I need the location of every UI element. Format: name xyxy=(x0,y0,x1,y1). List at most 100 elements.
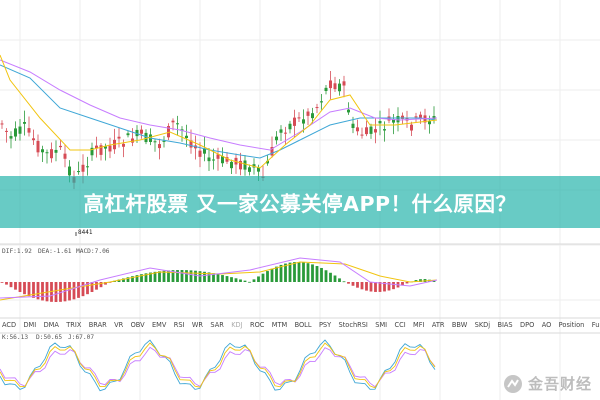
candle xyxy=(275,131,278,145)
macd-bar xyxy=(95,282,98,290)
candle xyxy=(383,121,386,142)
candle xyxy=(167,123,170,140)
watermark-text: 金吾财经 xyxy=(527,375,592,393)
indicator-tab-trix[interactable]: TRIX xyxy=(65,321,82,329)
moving-average-lines xyxy=(0,54,438,169)
macd-bar xyxy=(329,272,332,282)
indicator-tab-dma[interactable]: DMA xyxy=(44,321,60,329)
macd-bar xyxy=(135,275,139,282)
candle xyxy=(338,79,341,96)
brand-logo-icon xyxy=(503,374,522,393)
macd-bar xyxy=(0,282,4,283)
macd-bar xyxy=(144,273,148,282)
candle xyxy=(90,142,94,161)
macd-bar xyxy=(23,282,26,295)
candle xyxy=(342,75,346,98)
indicator-tab-stochrsi[interactable]: StochRSI xyxy=(339,321,368,329)
macd-bar xyxy=(32,282,35,298)
candle xyxy=(158,138,161,160)
macd-bar xyxy=(360,282,364,290)
banner-title: 高杠杆股票 又一家公募关停APP！什么原因？ xyxy=(83,192,517,216)
macd-bar xyxy=(140,274,143,282)
indicator-tab-emv[interactable]: EMV xyxy=(152,321,167,329)
candle xyxy=(243,155,247,176)
candle xyxy=(77,161,80,175)
macd-bar xyxy=(351,282,355,286)
candle xyxy=(293,109,296,138)
macd-bar xyxy=(338,278,341,282)
indicator-tab-wr[interactable]: WR xyxy=(192,321,204,329)
candle xyxy=(63,144,67,168)
kdj-lines xyxy=(0,339,436,392)
indicator-tab-kdj[interactable]: KDJ xyxy=(231,321,242,329)
indicator-tab-position[interactable]: Position xyxy=(559,321,585,329)
macd-bar xyxy=(149,272,152,282)
candle xyxy=(45,149,49,164)
candle xyxy=(221,147,224,167)
indicator-tab-boll[interactable]: BOLL xyxy=(295,321,312,329)
candle xyxy=(392,114,395,135)
kdj-readout-d: D:50.65 xyxy=(36,334,62,341)
title-banner: 高杠杆股票 又一家公募关停APP！什么原因？ xyxy=(0,176,600,228)
macd-bar xyxy=(207,272,211,282)
macd-bar xyxy=(90,282,94,292)
macd-bar xyxy=(9,282,13,288)
indicator-tab-mfi[interactable]: MFI xyxy=(413,321,424,329)
indicator-tab-fundflow[interactable]: Fundflow xyxy=(592,321,600,329)
indicator-tab-acd[interactable]: ACD xyxy=(2,321,16,329)
macd-bar xyxy=(315,266,319,282)
candle xyxy=(113,128,116,154)
candle xyxy=(54,140,58,162)
indicator-tab-cci[interactable]: CCI xyxy=(394,321,405,329)
macd-bar xyxy=(302,262,305,282)
candle xyxy=(117,127,121,148)
candle xyxy=(95,136,98,158)
candle xyxy=(198,142,202,168)
indicator-tab-atr[interactable]: ATR xyxy=(432,321,445,329)
indicator-tab-dmi[interactable]: DMI xyxy=(23,321,36,329)
macd-bar xyxy=(243,280,247,282)
candle xyxy=(248,164,251,176)
macd-bar xyxy=(122,278,125,282)
macd-bar xyxy=(203,271,206,282)
macd-bar xyxy=(383,282,386,292)
indicator-tab-sar[interactable]: SAR xyxy=(210,321,224,329)
candle xyxy=(140,125,143,139)
indicator-tab-skdj[interactable]: SKDj xyxy=(475,321,491,329)
macd-bar xyxy=(414,280,418,282)
candle xyxy=(396,107,400,132)
candle xyxy=(41,145,44,163)
macd-bar xyxy=(176,270,179,282)
candle xyxy=(266,154,269,166)
indicator-tab-brar[interactable]: BRAR xyxy=(89,321,107,329)
candle xyxy=(176,115,179,136)
candle xyxy=(207,147,211,171)
kdj-panel: K:56.13 D:50.65 J:67.07 xyxy=(0,334,436,392)
indicator-tab-roc[interactable]: ROC xyxy=(250,321,265,329)
macd-bar xyxy=(230,277,233,282)
indicator-tab-dpo[interactable]: DPO xyxy=(520,321,534,329)
watermark: 金吾财经 xyxy=(503,373,592,394)
macd-bar xyxy=(401,282,404,286)
indicator-tab-ao[interactable]: AO xyxy=(542,321,552,329)
indicator-tab-mtm[interactable]: MTM xyxy=(272,321,288,329)
macd-readout-dif: DIF:1.92 xyxy=(2,248,32,255)
candle xyxy=(230,159,233,175)
macd-bar xyxy=(45,282,49,302)
macd-bar xyxy=(131,276,134,282)
candle xyxy=(108,137,112,159)
indicator-tab-psy[interactable]: PSY xyxy=(319,321,332,329)
macd-bar xyxy=(194,270,197,282)
macd-bar xyxy=(225,276,229,282)
indicator-tab-bias[interactable]: BIAS xyxy=(497,321,512,329)
indicator-tab-smi[interactable]: SMI xyxy=(375,321,387,329)
macd-bar xyxy=(153,271,157,282)
indicator-tab-bbw[interactable]: BBW xyxy=(452,321,468,329)
candle xyxy=(270,136,274,158)
indicator-tab-rsi[interactable]: RSI xyxy=(174,321,185,329)
candle xyxy=(324,84,328,95)
indicator-tab-vr[interactable]: VR xyxy=(114,321,124,329)
candle xyxy=(23,110,26,136)
indicator-tab-bar[interactable]: ACD DMI DMA TRIX BRAR VR OBV EMV RSI WR SAR KDJ ROC M… xyxy=(2,321,600,329)
indicator-tab-obv[interactable]: OBV xyxy=(131,321,146,329)
